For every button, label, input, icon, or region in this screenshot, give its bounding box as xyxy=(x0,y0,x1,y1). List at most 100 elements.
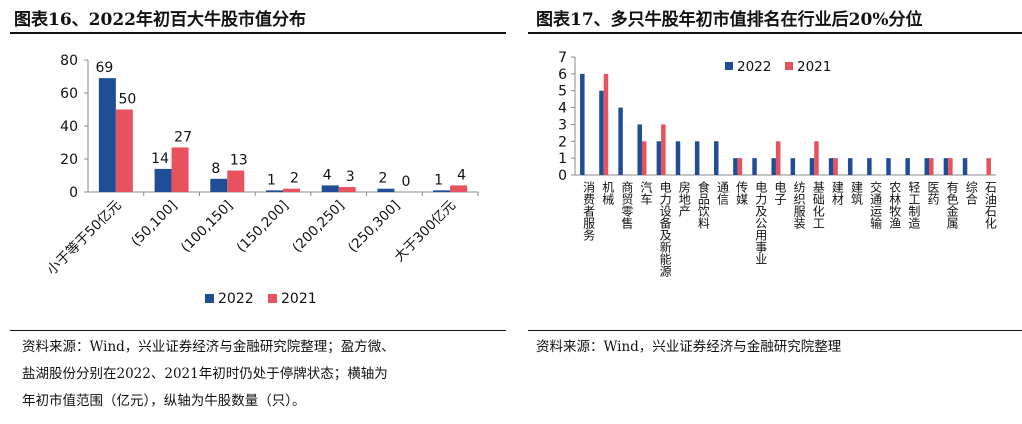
x-tick-label: 纺织服装 xyxy=(792,181,806,230)
x-tick-label: 综合 xyxy=(964,181,978,205)
bar-2022 xyxy=(714,141,719,175)
data-label-2022: 1 xyxy=(267,172,276,188)
left-chart-title: 图表16、2022年初百大牛股市值分布 xyxy=(14,10,306,30)
data-label-2021: 50 xyxy=(118,92,136,108)
bar-2021 xyxy=(737,158,743,175)
x-tick-label: 传媒 xyxy=(735,180,749,205)
data-label-2022: 1 xyxy=(434,172,443,188)
x-tick-label: (50,100] xyxy=(128,198,180,250)
y-tick-label: 0 xyxy=(69,185,78,201)
y-tick-label: 0 xyxy=(558,168,567,184)
bar-2021 xyxy=(661,124,666,175)
x-tick-label: 建筑 xyxy=(849,181,863,205)
legend-label-2021: 2021 xyxy=(281,291,317,307)
bar-2022 xyxy=(943,158,949,175)
bar-2022 xyxy=(210,178,228,192)
bar-2022 xyxy=(98,78,116,192)
x-tick-label: 汽车 xyxy=(639,180,653,206)
data-label-2022: 4 xyxy=(323,167,332,183)
x-tick-label: 电力设备及新能源 xyxy=(658,181,672,278)
bar-2022 xyxy=(771,158,776,175)
left-bar-chart: 020406080小于等于50亿元6950(50,100]1427(100,15… xyxy=(43,53,479,307)
bar-2022 xyxy=(580,73,585,175)
legend-swatch-2021 xyxy=(268,294,277,303)
bar-2022 xyxy=(694,141,700,175)
data-label-2021: 0 xyxy=(401,174,410,190)
y-tick-label: 3 xyxy=(558,117,567,133)
x-tick-label: (100,150] xyxy=(178,198,236,256)
right-chart-title: 图表17、多只牛股年初市值排名在行业后20%分位 xyxy=(536,10,923,30)
x-tick-label: 电子 xyxy=(773,181,787,205)
data-label-2021: 2 xyxy=(290,171,299,187)
y-tick-label: 4 xyxy=(558,101,567,117)
legend-swatch-2022 xyxy=(205,294,214,303)
bar-2022 xyxy=(733,158,738,175)
data-label-2022: 69 xyxy=(95,60,113,76)
legend-label-2022: 2022 xyxy=(737,59,771,75)
x-tick-label: 消费者服务 xyxy=(582,181,596,241)
bar-2022 xyxy=(599,90,604,175)
bar-2022 xyxy=(377,188,395,192)
legend-label-2021: 2021 xyxy=(797,59,831,75)
bar-2022 xyxy=(752,158,757,175)
legend-swatch-2022 xyxy=(725,62,733,70)
left-panel: 图表16、2022年初百大牛股市值分布 0 20 40 60 80 小于等于50亿元 69 5… xyxy=(0,0,508,424)
x-tick-label: 石油石化 xyxy=(983,181,997,230)
x-tick-label: 轻工制造 xyxy=(907,181,921,229)
x-tick-label: 电力及公用事业 xyxy=(754,181,768,265)
y-tick-label: 60 xyxy=(60,86,78,102)
bar-2022 xyxy=(886,158,891,175)
data-label-2022: 14 xyxy=(151,151,169,167)
bar-2021 xyxy=(948,158,953,175)
right-title-rule xyxy=(528,32,1022,34)
y-tick-label: 7 xyxy=(558,50,567,66)
data-label-2021: 27 xyxy=(174,129,192,145)
bar-2022 xyxy=(154,168,172,192)
x-tick-label: 商贸零售 xyxy=(620,180,634,229)
x-tick-label: 基础化工 xyxy=(811,181,825,229)
x-tick-label: 房地产 xyxy=(677,180,691,218)
x-tick-label: 食品饮料 xyxy=(696,180,710,229)
left-source-line: 资料来源：Wind，兴业证券经济与金融研究院整理；盈方微、 xyxy=(22,339,395,355)
bar-2021 xyxy=(929,158,934,175)
bar-2022 xyxy=(656,141,662,175)
left-title-rule xyxy=(10,32,506,34)
x-tick-label: (250,300] xyxy=(345,198,403,256)
bar-2021 xyxy=(641,141,647,175)
right-source-note: 资料来源：Wind，兴业证券经济与金融研究院整理 xyxy=(536,334,1016,361)
bar-2021 xyxy=(227,170,245,192)
left-source-line: 年初市值范围（亿元），纵轴为牛股数量（只）。 xyxy=(22,393,306,409)
bar-2022 xyxy=(266,190,283,192)
bar-2022 xyxy=(924,158,930,175)
left-source-line: 盐湖股份分别在2022、2021年初时仍处于停牌状态；横轴为 xyxy=(22,366,388,382)
data-label-2022: 8 xyxy=(211,161,220,177)
bar-2022 xyxy=(847,158,853,175)
bar-2022 xyxy=(867,158,872,175)
y-tick-label: 1 xyxy=(558,151,567,167)
bar-2021 xyxy=(171,147,189,192)
legend-label-2022: 2022 xyxy=(218,291,254,307)
x-tick-label: 医药 xyxy=(926,181,940,205)
right-source-rule xyxy=(528,330,1022,331)
data-label-2021: 3 xyxy=(346,169,355,185)
x-tick-label: 通信 xyxy=(716,181,730,206)
y-tick-label: 80 xyxy=(60,53,78,69)
bar-2022 xyxy=(962,158,968,175)
bar-2022 xyxy=(809,158,815,175)
bar-2021 xyxy=(450,185,468,192)
y-tick-label: 2 xyxy=(558,134,567,150)
right-source-line: 资料来源：Wind，兴业证券经济与金融研究院整理 xyxy=(536,339,842,355)
bar-2022 xyxy=(637,124,642,175)
bar-2022 xyxy=(321,185,339,192)
data-label-2022: 2 xyxy=(378,171,387,187)
x-tick-label: 交通运输 xyxy=(869,180,883,230)
bar-2021 xyxy=(283,188,300,192)
bar-2022 xyxy=(433,190,451,192)
bar-2021 xyxy=(986,158,991,175)
bar-2022 xyxy=(675,141,681,175)
legend-swatch-2021 xyxy=(785,62,793,70)
y-tick-label: 6 xyxy=(558,67,567,83)
left-source-rule xyxy=(10,330,506,331)
bar-2021 xyxy=(115,109,133,192)
